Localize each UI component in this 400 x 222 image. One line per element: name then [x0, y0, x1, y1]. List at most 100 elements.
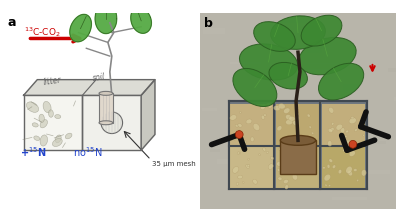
Polygon shape — [131, 7, 151, 33]
Ellipse shape — [242, 181, 244, 183]
Ellipse shape — [329, 159, 332, 162]
Ellipse shape — [233, 68, 277, 107]
Ellipse shape — [277, 126, 282, 131]
Ellipse shape — [253, 123, 260, 131]
Ellipse shape — [283, 180, 288, 184]
Ellipse shape — [48, 110, 53, 117]
Ellipse shape — [238, 124, 242, 127]
Ellipse shape — [259, 154, 260, 156]
Ellipse shape — [240, 111, 241, 113]
Bar — [276, 147, 320, 188]
Ellipse shape — [43, 101, 51, 113]
Ellipse shape — [34, 136, 40, 141]
Ellipse shape — [324, 174, 330, 181]
Text: $^{13}$C-CO$_2$: $^{13}$C-CO$_2$ — [24, 25, 60, 39]
Ellipse shape — [349, 151, 355, 156]
Ellipse shape — [293, 121, 299, 126]
Ellipse shape — [348, 170, 352, 176]
Bar — [343, 84, 358, 91]
Ellipse shape — [52, 139, 62, 147]
Text: soil: soil — [92, 72, 106, 83]
Ellipse shape — [309, 126, 311, 129]
Bar — [322, 147, 366, 188]
Ellipse shape — [242, 141, 246, 144]
Bar — [280, 140, 316, 174]
Ellipse shape — [340, 133, 344, 139]
Ellipse shape — [230, 134, 236, 141]
Bar — [284, 45, 327, 49]
Ellipse shape — [238, 135, 242, 140]
Bar — [230, 104, 274, 145]
Ellipse shape — [292, 174, 298, 180]
Ellipse shape — [346, 130, 348, 133]
Polygon shape — [95, 3, 117, 34]
Ellipse shape — [263, 148, 266, 151]
Ellipse shape — [279, 148, 281, 150]
Ellipse shape — [260, 104, 266, 110]
Ellipse shape — [349, 118, 356, 124]
Bar — [394, 97, 400, 101]
Polygon shape — [70, 14, 91, 42]
Ellipse shape — [253, 179, 257, 184]
Ellipse shape — [361, 170, 366, 176]
Ellipse shape — [40, 120, 48, 128]
Bar — [230, 147, 274, 188]
Ellipse shape — [232, 166, 239, 173]
Bar — [308, 64, 339, 69]
Ellipse shape — [230, 115, 236, 120]
Bar — [375, 141, 386, 144]
Ellipse shape — [318, 63, 364, 100]
Text: 35 μm mesh: 35 μm mesh — [152, 161, 196, 167]
Ellipse shape — [295, 115, 299, 121]
Ellipse shape — [328, 141, 332, 146]
Ellipse shape — [354, 169, 357, 171]
Text: +$^{15}$N: +$^{15}$N — [20, 145, 46, 159]
Bar — [217, 159, 239, 164]
Bar — [307, 47, 322, 53]
Polygon shape — [82, 95, 141, 150]
Bar — [388, 68, 400, 72]
Ellipse shape — [312, 132, 314, 134]
Ellipse shape — [239, 152, 241, 154]
Ellipse shape — [304, 147, 310, 154]
Ellipse shape — [284, 108, 290, 113]
Polygon shape — [141, 80, 155, 150]
Text: no$^{15}$N: no$^{15}$N — [73, 145, 102, 159]
Ellipse shape — [65, 133, 72, 139]
Ellipse shape — [328, 185, 330, 186]
Ellipse shape — [99, 121, 113, 125]
Bar — [322, 104, 366, 145]
Ellipse shape — [235, 131, 243, 139]
Ellipse shape — [345, 140, 352, 146]
Ellipse shape — [26, 102, 39, 112]
Ellipse shape — [261, 115, 265, 119]
Ellipse shape — [295, 113, 299, 117]
Ellipse shape — [285, 185, 288, 189]
Ellipse shape — [246, 119, 252, 124]
Polygon shape — [24, 80, 155, 95]
Ellipse shape — [236, 182, 239, 185]
Ellipse shape — [268, 164, 273, 169]
Ellipse shape — [301, 15, 342, 46]
Ellipse shape — [322, 167, 325, 169]
Text: a: a — [8, 16, 16, 29]
Ellipse shape — [290, 148, 292, 150]
Ellipse shape — [306, 157, 310, 162]
Ellipse shape — [336, 124, 342, 130]
Ellipse shape — [310, 146, 316, 153]
Ellipse shape — [290, 154, 296, 161]
Polygon shape — [24, 95, 82, 150]
Ellipse shape — [263, 114, 266, 116]
Ellipse shape — [278, 177, 282, 180]
Ellipse shape — [278, 104, 285, 109]
Ellipse shape — [254, 22, 295, 51]
Ellipse shape — [237, 129, 240, 133]
Bar — [202, 108, 217, 111]
Ellipse shape — [351, 117, 354, 119]
Ellipse shape — [235, 125, 238, 127]
Ellipse shape — [274, 106, 280, 111]
Ellipse shape — [349, 140, 357, 148]
Ellipse shape — [286, 119, 293, 125]
Ellipse shape — [269, 62, 308, 89]
Ellipse shape — [299, 38, 356, 75]
